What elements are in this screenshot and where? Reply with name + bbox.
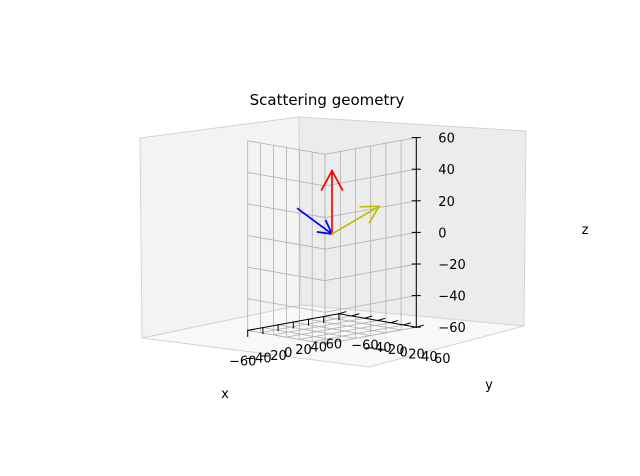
grid-line-z-back <box>324 168 417 187</box>
y-tick <box>351 313 360 317</box>
grid-line-y-floor <box>273 317 366 336</box>
x-tick-label: −60 <box>229 354 256 369</box>
grid-line-z-side <box>247 171 326 187</box>
grid-line-z-side <box>247 298 326 313</box>
grid-line-z-side <box>247 140 326 155</box>
grid-line-z-side <box>247 329 326 345</box>
y-tick-label: 40 <box>421 350 438 365</box>
back-pane-right <box>298 116 527 327</box>
chart-title: Scattering geometry <box>250 91 405 109</box>
y-tick <box>389 320 399 324</box>
z-tick-label: −60 <box>438 321 465 336</box>
grid-line-z-side <box>247 203 326 218</box>
z-tick-label: 20 <box>438 195 455 210</box>
y-tick-label: 20 <box>408 348 425 363</box>
x-tick-label: −20 <box>259 349 286 364</box>
grid-line-z-side <box>247 235 326 250</box>
z-tick-label: −20 <box>438 258 465 273</box>
grid-line-z-back <box>324 137 417 155</box>
x-tick-label: −40 <box>244 352 271 367</box>
grid-line-y-floor <box>298 322 391 340</box>
z-tick-label: −40 <box>438 290 465 305</box>
x-tick-label: 20 <box>295 343 312 358</box>
vector-head <box>320 169 334 191</box>
x-axis-label: x <box>221 387 229 402</box>
y-tick-label: −20 <box>377 343 404 358</box>
y-tick <box>402 322 412 326</box>
vector-head <box>316 231 333 235</box>
y-tick-label: −40 <box>364 341 391 356</box>
vector-head <box>324 219 334 236</box>
grid-line-z-back <box>324 231 417 250</box>
back-pane-left <box>139 116 302 339</box>
grid-line-z-side <box>247 266 326 282</box>
vector-head <box>368 205 381 224</box>
grid-line-y-floor <box>260 315 353 334</box>
grid-line-y-floor <box>285 320 379 338</box>
vector-head <box>330 169 344 191</box>
grid-line-z-back <box>324 200 417 218</box>
grid-line-z-back <box>324 326 417 345</box>
z-tick-label: 40 <box>438 163 455 178</box>
x-tick-label: 60 <box>326 338 343 353</box>
y-tick <box>364 315 373 319</box>
y-tick-label: −60 <box>351 339 378 354</box>
grid-line-y-floor <box>311 324 404 343</box>
z-tick-label: 0 <box>438 226 446 241</box>
grid-lines <box>247 137 417 345</box>
y-axis-label: y <box>485 378 493 393</box>
x-tick-label: 0 <box>284 346 292 361</box>
y-tick-label: 0 <box>399 346 407 361</box>
vector-shaft <box>330 205 381 236</box>
y-tick <box>376 317 386 322</box>
y-tick <box>338 311 347 315</box>
vectors <box>296 169 381 236</box>
z-tick-label: 60 <box>438 132 455 147</box>
z-axis-label: z <box>582 223 589 238</box>
grid-line-z-back <box>324 295 417 313</box>
vector-head <box>359 205 380 208</box>
vector-shaft <box>296 207 334 236</box>
y-tick-label: 60 <box>434 352 451 367</box>
x-tick-label: 40 <box>310 341 327 356</box>
grid-line-z-back <box>324 263 417 282</box>
